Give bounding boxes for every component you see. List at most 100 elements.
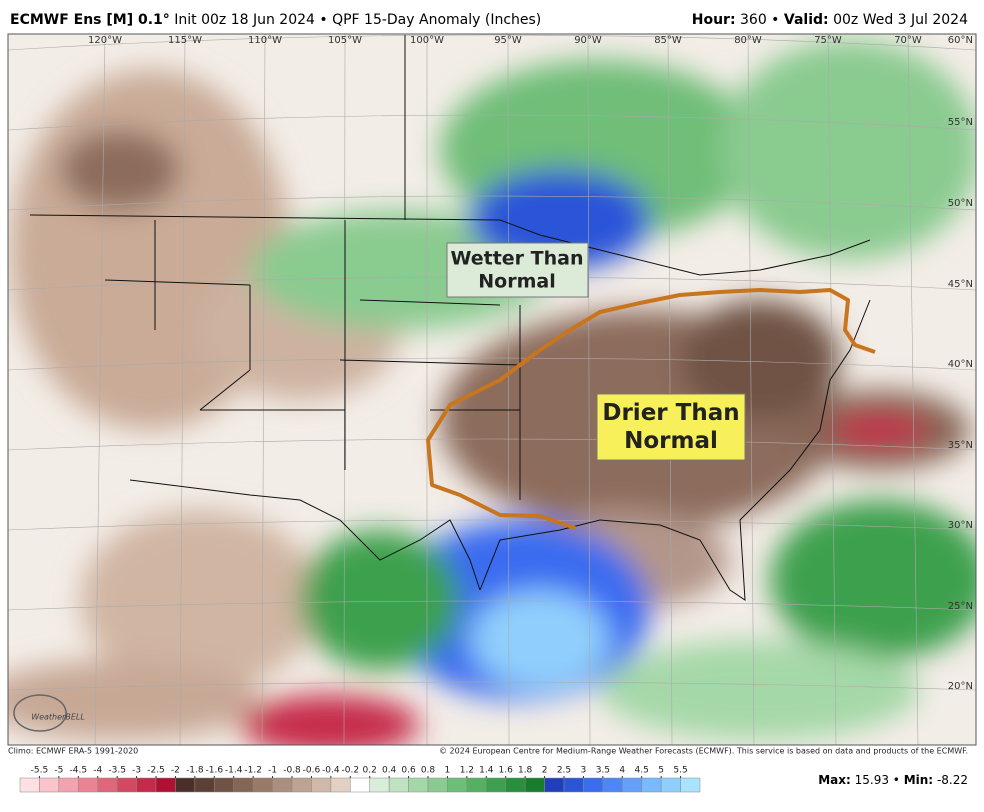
- colorbar-swatch: [214, 777, 234, 793]
- colorbar-swatch: [466, 777, 487, 793]
- map: 120°W 115°W 110°W 105°W 100°W 95°W 90°W 85°W 80°…: [8, 34, 976, 745]
- wetter-annotation: Wetter Than Normal: [450, 247, 583, 292]
- map-frame: [7, 33, 977, 746]
- colorbar-label: -3: [132, 766, 141, 776]
- hour-label: Hour:: [692, 12, 736, 28]
- colorbar-swatch: [155, 777, 176, 793]
- lat-label: 35°N: [948, 440, 973, 451]
- valid-label: Valid:: [784, 12, 829, 28]
- colorbar-label: 5: [658, 766, 664, 776]
- colorbar: -5.5 -5 -4.5 -4 -3.5 -3 -2.5 -2 -1.8 -1.6 -1.4 -1.2…: [19, 766, 701, 793]
- lon-label: 85°W: [654, 35, 682, 46]
- colorbar-label: -4: [93, 766, 102, 776]
- colorbar-label: -0.4: [322, 766, 340, 776]
- colorbar-label: -5: [54, 766, 63, 776]
- lon-label: 115°W: [168, 35, 202, 46]
- colorbar-label: 3.5: [596, 766, 610, 776]
- colorbar-swatch: [622, 777, 642, 793]
- borders: [29, 35, 871, 601]
- colorbar-swatch: [388, 777, 409, 793]
- colorbar-label: 1: [445, 766, 451, 776]
- colorbar-swatch: [583, 777, 604, 793]
- colorbar-swatch: [505, 777, 526, 793]
- lat-label: 20°N: [948, 681, 973, 692]
- lat-label: 55°N: [948, 117, 973, 128]
- colorbar-swatch: [544, 777, 565, 793]
- lat-label: 25°N: [948, 601, 973, 612]
- colorbar-swatch: [350, 777, 370, 793]
- colorbar-label: -0.2: [342, 766, 360, 776]
- drier-box: [596, 393, 746, 461]
- description: Init 00z 18 Jun 2024 • QPF 15-Day Anomal…: [174, 12, 541, 28]
- colorbar-swatch: [447, 777, 468, 793]
- header-right: Hour: 360 • Valid: 00z Wed 3 Jul 2024: [692, 12, 968, 28]
- colorbar-swatch: [680, 777, 701, 793]
- header-left: ECMWF Ens [M] 0.1° Init 00z 18 Jun 2024 …: [10, 12, 541, 28]
- lat-label: 45°N: [948, 279, 973, 290]
- colorbar-label: 2.5: [557, 766, 571, 776]
- climo: Climo: ECMWF ERA-5 1991-2020: [8, 747, 138, 756]
- colorbar-swatch: [252, 777, 273, 793]
- lat-label: 60°N: [948, 35, 973, 46]
- lon-label: 95°W: [494, 35, 522, 46]
- colorbar-label: -2.5: [147, 766, 165, 776]
- colorbar-swatch: [19, 777, 40, 793]
- colorbar-swatch: [369, 777, 390, 793]
- colorbar-label: -2: [171, 766, 180, 776]
- colorbar-label: 2: [542, 766, 548, 776]
- colorbar-swatch: [641, 777, 662, 793]
- dry-contour: [426, 288, 876, 530]
- lon-label: 90°W: [574, 35, 602, 46]
- anomaly-field: [8, 40, 976, 745]
- colorbar-swatch: [524, 777, 545, 793]
- colorbar-label: 1.4: [479, 766, 494, 776]
- colorbar-swatch: [427, 777, 448, 793]
- colorbar-swatch: [116, 777, 137, 793]
- colorbar-swatch: [602, 777, 623, 793]
- min-label: Min:: [904, 773, 933, 787]
- colorbar-swatch: [660, 777, 681, 793]
- colorbar-label: -0.6: [303, 766, 321, 776]
- hour: 360 •: [740, 12, 779, 28]
- colorbar-label: 0.6: [401, 766, 416, 776]
- colorbar-label: 4: [619, 766, 625, 776]
- lon-labels: 120°W 115°W 110°W 105°W 100°W 95°W 90°W 85°W 80°…: [88, 35, 922, 46]
- colorbar-label: -1.2: [244, 766, 262, 776]
- colorbar-swatch: [272, 777, 293, 793]
- colorbar-swatch: [194, 777, 215, 793]
- colorbar-swatch: [175, 777, 196, 793]
- colorbar-swatch: [136, 777, 157, 793]
- colorbar-label: -4.5: [70, 766, 88, 776]
- colorbar-label: -1: [268, 766, 277, 776]
- colorbar-swatch: [563, 777, 584, 793]
- colorbar-swatch: [408, 777, 429, 793]
- lon-label: 100°W: [410, 35, 444, 46]
- colorbar-label: -1.6: [206, 766, 224, 776]
- colorbar-label: -3.5: [108, 766, 126, 776]
- colorbar-swatch: [39, 777, 60, 793]
- colorbar-swatch: [311, 777, 332, 793]
- colorbar-label: -0.8: [283, 766, 301, 776]
- lon-label: 120°W: [88, 35, 122, 46]
- colorbar-label: 1.2: [460, 766, 474, 776]
- max: 15.93 •: [855, 773, 900, 787]
- logo: WeatherBELL: [31, 713, 85, 722]
- max-min: Max: 15.93 • Min: -8.22: [818, 773, 968, 787]
- colorbar-label: 0.8: [421, 766, 436, 776]
- colorbar-label: 3: [581, 766, 587, 776]
- lon-label: 110°W: [248, 35, 282, 46]
- lon-label: 80°W: [734, 35, 762, 46]
- lon-label: 70°W: [894, 35, 922, 46]
- colorbar-swatch: [291, 777, 312, 793]
- model: ECMWF Ens [M] 0.1°: [10, 12, 170, 28]
- colorbar-label: 4.5: [635, 766, 649, 776]
- lat-label: 50°N: [948, 198, 973, 209]
- max-label: Max:: [818, 773, 851, 787]
- colorbar-label: -5.5: [31, 766, 49, 776]
- logo-mark: [13, 694, 67, 732]
- colorbar-label: 1.8: [518, 766, 533, 776]
- valid: 00z Wed 3 Jul 2024: [833, 12, 968, 28]
- copyright: © 2024 European Centre for Medium-Range …: [439, 747, 968, 756]
- colorbar-label: 0.2: [363, 766, 377, 776]
